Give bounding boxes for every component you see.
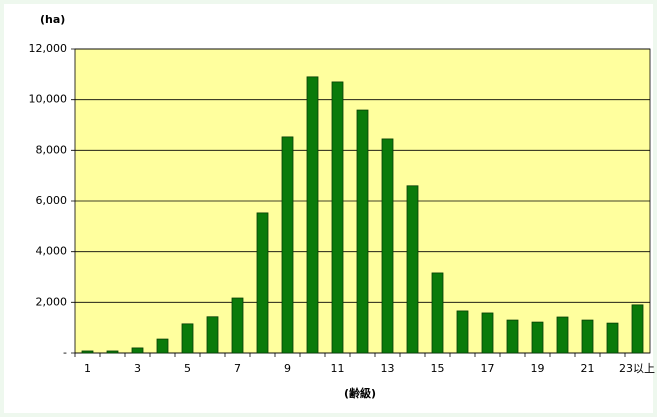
y-tick-label: 6,000 bbox=[36, 194, 68, 207]
bar bbox=[556, 316, 569, 354]
bar bbox=[331, 81, 344, 354]
y-axis-title: (ha) bbox=[40, 13, 65, 26]
y-tick-label: 8,000 bbox=[36, 143, 68, 156]
x-tick-label: 15 bbox=[431, 362, 445, 375]
y-tick-label: 4,000 bbox=[36, 245, 68, 258]
bar bbox=[506, 319, 519, 354]
x-tick-label: 9 bbox=[284, 362, 291, 375]
bar bbox=[281, 136, 294, 354]
x-tick-label: 3 bbox=[134, 362, 141, 375]
bar bbox=[481, 312, 494, 354]
x-tick-label: 19 bbox=[531, 362, 545, 375]
x-tick-label: 17 bbox=[481, 362, 495, 375]
bar bbox=[256, 212, 269, 354]
bar bbox=[181, 323, 194, 354]
bar bbox=[431, 272, 444, 354]
bar bbox=[106, 350, 119, 354]
x-tick-label: 5 bbox=[184, 362, 191, 375]
y-tick-label: 12,000 bbox=[29, 42, 68, 55]
bar bbox=[456, 310, 469, 354]
x-tick-label: 21 bbox=[581, 362, 595, 375]
bar bbox=[606, 322, 619, 354]
x-tick-label: 7 bbox=[234, 362, 241, 375]
bar bbox=[306, 76, 319, 354]
bar bbox=[406, 185, 419, 354]
bar bbox=[206, 316, 219, 354]
bar bbox=[131, 347, 144, 354]
bar bbox=[581, 319, 594, 354]
x-axis-title: (齢級) bbox=[344, 386, 376, 400]
bar bbox=[631, 304, 644, 354]
x-tick-label: 23以上 bbox=[619, 362, 655, 375]
x-tick-label: 13 bbox=[381, 362, 395, 375]
y-tick-label: 10,000 bbox=[29, 93, 68, 106]
y-tick-label: - bbox=[63, 346, 67, 359]
x-tick-label: 1 bbox=[84, 362, 91, 375]
bar bbox=[356, 109, 369, 354]
x-tick-label: 11 bbox=[331, 362, 345, 375]
bar bbox=[156, 338, 169, 354]
bar bbox=[81, 350, 94, 354]
bar bbox=[531, 321, 544, 354]
y-tick-label: 2,000 bbox=[36, 295, 68, 308]
bar bbox=[231, 297, 244, 354]
bar bbox=[381, 138, 394, 354]
